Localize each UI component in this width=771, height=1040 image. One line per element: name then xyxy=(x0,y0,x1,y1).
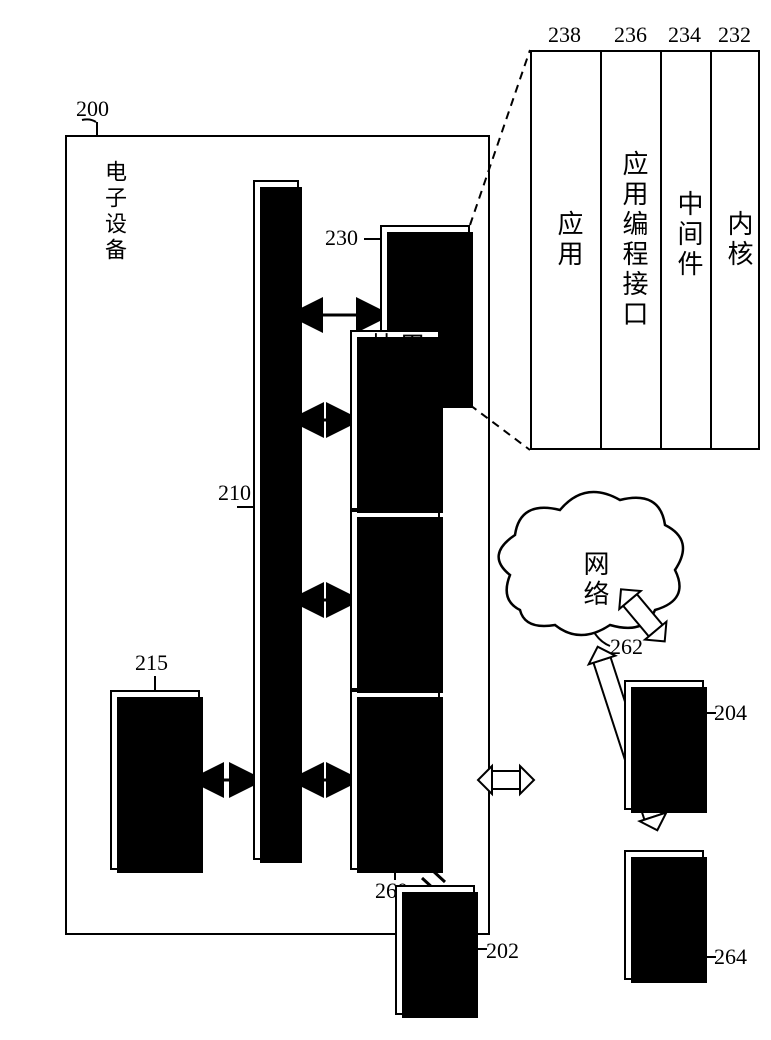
server-num: 264 xyxy=(714,944,747,970)
bus-box: 总线 xyxy=(253,180,299,860)
device3-box: 电子设备 xyxy=(624,680,704,810)
userinput-text: 用户输入模块 xyxy=(366,332,423,508)
processor-num: 215 xyxy=(135,650,168,676)
stack-div2 xyxy=(660,50,662,450)
stack-num0: 238 xyxy=(548,22,581,48)
device2-num: 202 xyxy=(486,938,519,964)
userinput-box: 用户输入模块 xyxy=(350,330,440,510)
display-box: 显示模块 xyxy=(350,510,440,690)
stack-div1 xyxy=(600,50,602,450)
device3-text: 电子设备 xyxy=(648,693,680,797)
stack-num3: 232 xyxy=(718,22,751,48)
bus-text: 总线 xyxy=(258,490,295,550)
server-text: 服务器 xyxy=(648,876,680,954)
stack-num2: 234 xyxy=(668,22,701,48)
comm-text: 通信接口 xyxy=(377,720,414,840)
stack-num1: 236 xyxy=(614,22,647,48)
cloud-num: 262 xyxy=(610,634,643,660)
lead-230 xyxy=(364,238,380,240)
cloud-text: 网络 xyxy=(576,550,613,610)
stack-layer1-text: 应用编程接口 xyxy=(615,150,652,330)
stack-div3 xyxy=(710,50,712,450)
memory-num: 230 xyxy=(325,225,358,251)
device2-text: 电子设备 xyxy=(419,898,451,1002)
lead-210 xyxy=(237,506,253,508)
main-device-num: 200 xyxy=(76,96,109,122)
lead-200 xyxy=(96,122,98,135)
processor-text: 处理器 xyxy=(137,735,174,825)
comm-box: 通信接口 xyxy=(350,690,440,870)
stack-layer3-text: 内核 xyxy=(720,210,757,270)
stack-layer0-text: 应用 xyxy=(550,210,587,270)
diagram-canvas: 电子设备 200 处理器 215 存储器 230 总线 210 通信接口 260… xyxy=(20,20,771,1020)
server-box: 服务器 xyxy=(624,850,704,980)
device2-box: 电子设备 xyxy=(395,885,475,1015)
main-device-title: 电子设备 xyxy=(98,160,130,264)
stack-layer2-text: 中间件 xyxy=(670,190,707,280)
display-text: 显示模块 xyxy=(377,540,414,660)
bus-num: 210 xyxy=(218,480,251,506)
processor-box: 处理器 xyxy=(110,690,200,870)
device3-num: 204 xyxy=(714,700,747,726)
lead-215 xyxy=(154,676,156,690)
